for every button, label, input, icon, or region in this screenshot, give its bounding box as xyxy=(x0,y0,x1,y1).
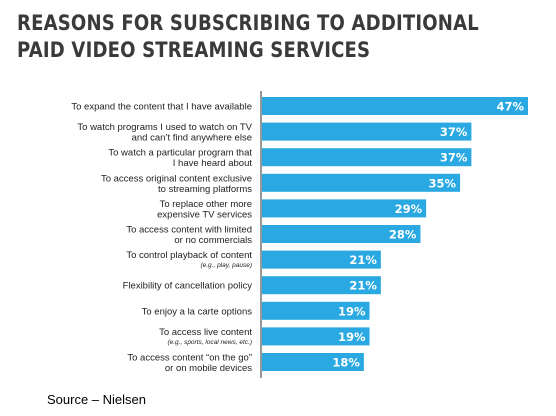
bar-value-label: 19% xyxy=(338,304,366,318)
chart-title-line-1: REASONS FOR SUBSCRIBING TO ADDITIONAL xyxy=(17,11,479,35)
category-label: To access content with limited xyxy=(126,225,252,236)
bar-value-label: 37% xyxy=(440,151,468,165)
category-label: To access content “on the go” xyxy=(127,353,252,364)
bar xyxy=(262,327,370,346)
category-label: To watch programs I used to watch on TV xyxy=(77,122,252,133)
category-label: To access live content xyxy=(159,327,252,338)
bar-value-label: 47% xyxy=(496,100,524,114)
bar-row: 21% To control playback of content(e.g., … xyxy=(126,250,381,269)
bar-row: 37% To watch programs I used to watch on … xyxy=(77,122,472,144)
bar xyxy=(262,353,364,371)
category-label: To access original content exclusive xyxy=(101,173,252,184)
chart-title-line-2: PAID VIDEO STREAMING SERVICES xyxy=(17,38,371,62)
bar-value-label: 19% xyxy=(338,330,366,344)
bar-value-label: 21% xyxy=(349,253,377,267)
category-note: (e.g., sports, local news, etc.) xyxy=(167,339,252,346)
category-label: to streaming platforms xyxy=(158,184,252,195)
category-label: To replace other more xyxy=(160,199,252,210)
bar xyxy=(262,173,461,192)
bar-row: 19% To enjoy a la carte options xyxy=(142,301,370,320)
category-label: Flexibility of cancellation policy xyxy=(123,281,253,292)
source-note: Source – Nielsen xyxy=(47,392,146,407)
category-label: I have heard about xyxy=(173,158,253,169)
bar-row: 19% To access live content(e.g., sports, … xyxy=(159,327,370,346)
category-label: and can’t find anywhere else xyxy=(132,133,252,144)
bar-row: 47% To expand the content that I have ava… xyxy=(71,97,528,115)
bar-row: 18% To access content “on the go”or on mo… xyxy=(127,353,364,374)
bar xyxy=(262,97,528,115)
category-label: To enjoy a la carte options xyxy=(142,306,253,317)
bar-row: 21% Flexibility of cancellation policy xyxy=(123,276,381,295)
category-note: (e.g., play, pause) xyxy=(200,262,252,269)
bar-value-label: 21% xyxy=(349,279,377,293)
bars-layer: 47% To expand the content that I have ava… xyxy=(71,97,528,374)
bar-value-label: 37% xyxy=(440,125,468,139)
category-label: To watch a particular program that xyxy=(108,148,252,159)
bar-value-label: 29% xyxy=(395,202,423,216)
category-label: To control playback of content xyxy=(126,250,252,261)
chart-title: REASONS FOR SUBSCRIBING TO ADDITIONAL PA… xyxy=(17,10,479,64)
category-label: To expand the content that I have availa… xyxy=(71,102,252,113)
category-label: or on mobile devices xyxy=(165,363,252,374)
bar xyxy=(262,199,427,218)
bar xyxy=(262,225,421,243)
bar-value-label: 28% xyxy=(389,228,417,242)
bar-row: 35% To access original content exclusivet… xyxy=(101,173,461,195)
bar-value-label: 35% xyxy=(429,176,457,190)
bar xyxy=(262,276,381,295)
category-label: expensive TV services xyxy=(157,209,252,220)
bar xyxy=(262,148,472,167)
bar xyxy=(262,250,381,269)
bar xyxy=(262,122,472,141)
category-label: or no commercials xyxy=(174,235,252,246)
bar xyxy=(262,301,370,320)
bar-value-label: 18% xyxy=(332,356,360,370)
